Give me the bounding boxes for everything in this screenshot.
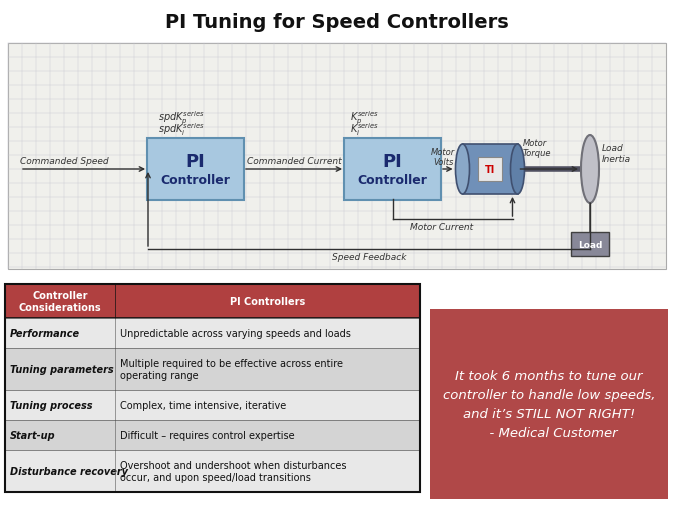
Ellipse shape <box>456 145 470 194</box>
Bar <box>5 450 420 492</box>
Bar <box>462 145 518 194</box>
Text: Controller
Considerations: Controller Considerations <box>19 290 101 312</box>
Text: Controller: Controller <box>358 173 427 186</box>
Text: $K_p^{series}$: $K_p^{series}$ <box>350 109 379 126</box>
Text: PI Controllers: PI Controllers <box>230 296 305 307</box>
Bar <box>430 310 668 499</box>
Text: PI: PI <box>383 153 402 171</box>
Text: Tuning parameters: Tuning parameters <box>10 364 114 374</box>
Text: Start-up: Start-up <box>10 430 56 440</box>
Text: Difficult – requires control expertise: Difficult – requires control expertise <box>120 430 295 440</box>
Text: Motor Current: Motor Current <box>410 223 473 231</box>
Text: Disturbance recovery: Disturbance recovery <box>10 466 128 476</box>
Bar <box>8 44 666 270</box>
Ellipse shape <box>581 136 599 204</box>
Text: Commanded Current: Commanded Current <box>247 157 341 166</box>
Bar <box>478 158 502 182</box>
Text: PI Tuning for Speed Controllers: PI Tuning for Speed Controllers <box>165 13 509 31</box>
Text: Speed Feedback: Speed Feedback <box>332 252 406 262</box>
Text: $spdK_i^{series}$: $spdK_i^{series}$ <box>158 121 205 138</box>
Text: $spdK_p^{series}$: $spdK_p^{series}$ <box>158 109 205 126</box>
Bar <box>5 348 420 390</box>
FancyBboxPatch shape <box>344 139 441 200</box>
Text: Load: Load <box>578 240 602 249</box>
Text: Commanded Speed: Commanded Speed <box>20 157 109 166</box>
Text: Complex, time intensive, iterative: Complex, time intensive, iterative <box>120 400 286 410</box>
Text: Motor
Volts: Motor Volts <box>431 147 456 167</box>
Bar <box>5 284 420 492</box>
Bar <box>5 390 420 420</box>
Text: It took 6 months to tune our
controller to handle low speeds,
and it’s STILL NOT: It took 6 months to tune our controller … <box>443 369 655 439</box>
Text: Load
Inertia: Load Inertia <box>602 144 631 164</box>
FancyBboxPatch shape <box>571 232 609 257</box>
Bar <box>5 318 420 348</box>
Text: TI: TI <box>485 165 495 175</box>
Text: $K_i^{series}$: $K_i^{series}$ <box>350 121 379 138</box>
Text: Tuning process: Tuning process <box>10 400 92 410</box>
Text: Motor
Torque: Motor Torque <box>522 138 551 158</box>
Bar <box>5 284 420 318</box>
Text: Multiple required to be effective across entire
operating range: Multiple required to be effective across… <box>120 359 343 380</box>
FancyBboxPatch shape <box>147 139 244 200</box>
Text: Performance: Performance <box>10 328 80 338</box>
Text: Unpredictable across varying speeds and loads: Unpredictable across varying speeds and … <box>120 328 351 338</box>
Text: Controller: Controller <box>160 173 231 186</box>
Text: PI: PI <box>185 153 206 171</box>
Ellipse shape <box>510 145 524 194</box>
Bar <box>5 420 420 450</box>
Text: Overshoot and undershoot when disturbances
occur, and upon speed/load transition: Overshoot and undershoot when disturbanc… <box>120 460 346 482</box>
